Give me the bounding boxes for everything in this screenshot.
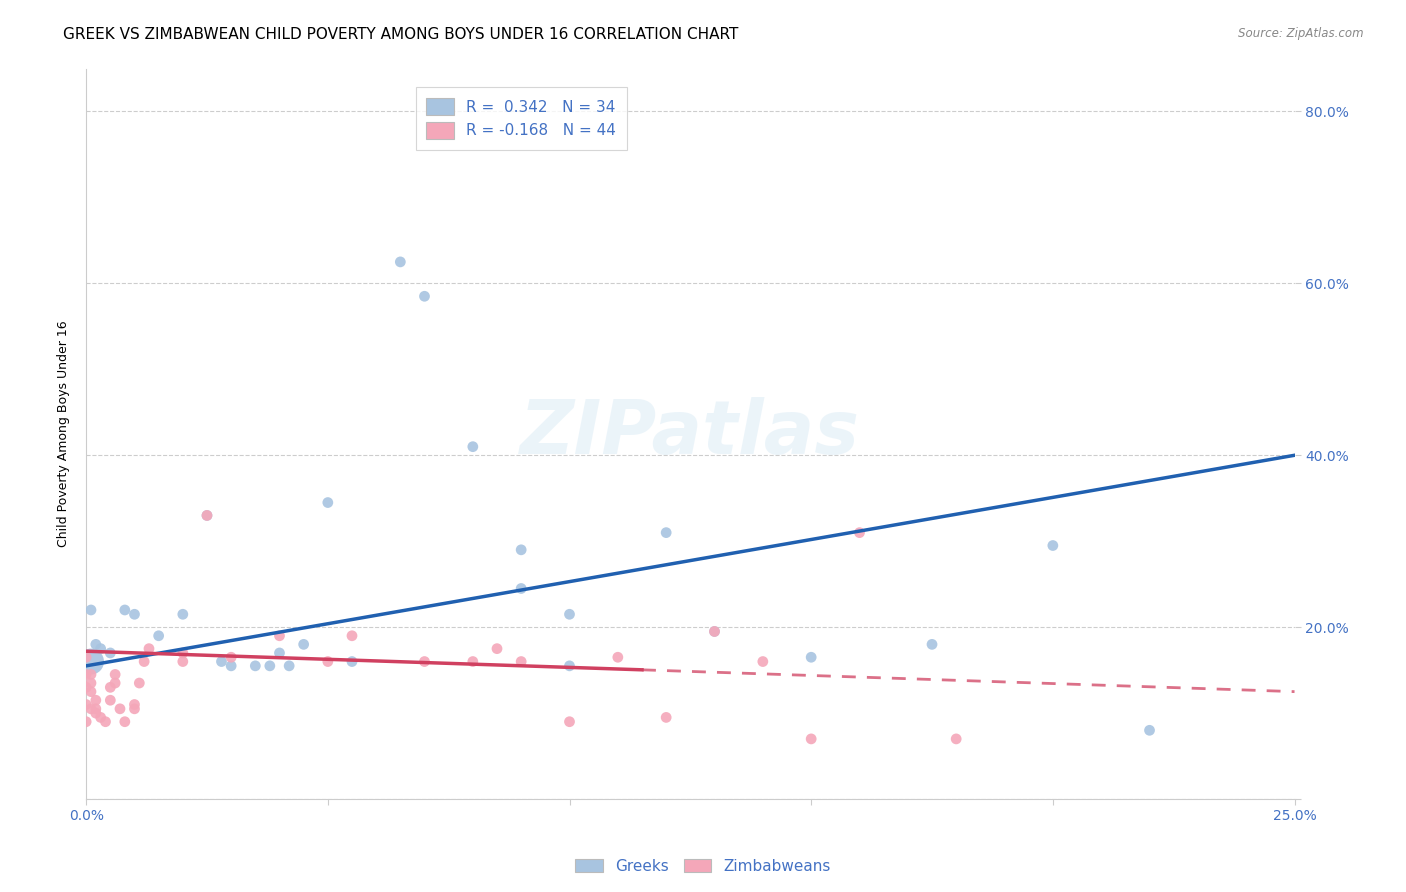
Point xyxy=(172,607,194,622)
Point xyxy=(606,650,628,665)
Point xyxy=(703,624,725,639)
Point xyxy=(316,495,339,509)
Point xyxy=(703,624,725,639)
Point xyxy=(921,637,943,651)
Point xyxy=(292,637,315,651)
Point xyxy=(510,655,533,669)
Point xyxy=(245,658,267,673)
Point xyxy=(172,646,194,660)
Point xyxy=(90,710,112,724)
Point xyxy=(75,698,97,712)
Point xyxy=(94,714,117,729)
Point xyxy=(195,508,218,523)
Point xyxy=(98,646,121,660)
Point xyxy=(800,731,823,746)
Point xyxy=(124,698,146,712)
Point xyxy=(461,440,484,454)
Point xyxy=(98,693,121,707)
Point xyxy=(269,646,291,660)
Point xyxy=(104,676,127,690)
Point xyxy=(211,655,233,669)
Point xyxy=(752,655,775,669)
Point xyxy=(278,658,301,673)
Point xyxy=(461,655,484,669)
Point xyxy=(510,542,533,557)
Point xyxy=(138,641,160,656)
Point xyxy=(75,714,97,729)
Point xyxy=(558,607,581,622)
Point xyxy=(558,658,581,673)
Point xyxy=(655,710,678,724)
Text: Source: ZipAtlas.com: Source: ZipAtlas.com xyxy=(1239,27,1364,40)
Point xyxy=(558,714,581,729)
Point xyxy=(1042,539,1064,553)
Point xyxy=(104,667,127,681)
Point xyxy=(219,658,242,673)
Point xyxy=(1139,723,1161,738)
Point xyxy=(114,714,136,729)
Point xyxy=(389,255,412,269)
Point xyxy=(316,655,339,669)
Point xyxy=(219,650,242,665)
Point xyxy=(80,702,103,716)
Point xyxy=(124,702,146,716)
Point xyxy=(128,676,150,690)
Point xyxy=(195,508,218,523)
Point xyxy=(80,676,103,690)
Point xyxy=(114,603,136,617)
Y-axis label: Child Poverty Among Boys Under 16: Child Poverty Among Boys Under 16 xyxy=(58,320,70,547)
Text: GREEK VS ZIMBABWEAN CHILD POVERTY AMONG BOYS UNDER 16 CORRELATION CHART: GREEK VS ZIMBABWEAN CHILD POVERTY AMONG … xyxy=(63,27,738,42)
Point xyxy=(172,655,194,669)
Point xyxy=(124,607,146,622)
Point xyxy=(259,658,281,673)
Point xyxy=(485,641,508,656)
Point xyxy=(413,289,436,303)
Point xyxy=(84,693,107,707)
Point xyxy=(98,681,121,695)
Point xyxy=(75,681,97,695)
Point xyxy=(75,667,97,681)
Point xyxy=(84,702,107,716)
Point xyxy=(510,582,533,596)
Legend: R =  0.342   N = 34, R = -0.168   N = 44: R = 0.342 N = 34, R = -0.168 N = 44 xyxy=(416,87,627,150)
Point xyxy=(413,655,436,669)
Point xyxy=(108,702,131,716)
Point xyxy=(80,603,103,617)
Point xyxy=(80,655,103,669)
Point xyxy=(80,667,103,681)
Point xyxy=(655,525,678,540)
Point xyxy=(848,525,870,540)
Point xyxy=(84,706,107,720)
Legend: Greeks, Zimbabweans: Greeks, Zimbabweans xyxy=(569,853,837,880)
Point xyxy=(340,655,363,669)
Point xyxy=(148,629,170,643)
Point xyxy=(945,731,967,746)
Point xyxy=(340,629,363,643)
Point xyxy=(80,684,103,698)
Point xyxy=(269,629,291,643)
Point xyxy=(800,650,823,665)
Point xyxy=(75,650,97,665)
Point xyxy=(134,655,156,669)
Text: ZIPatlas: ZIPatlas xyxy=(520,397,860,470)
Point xyxy=(84,637,107,651)
Point xyxy=(90,641,112,656)
